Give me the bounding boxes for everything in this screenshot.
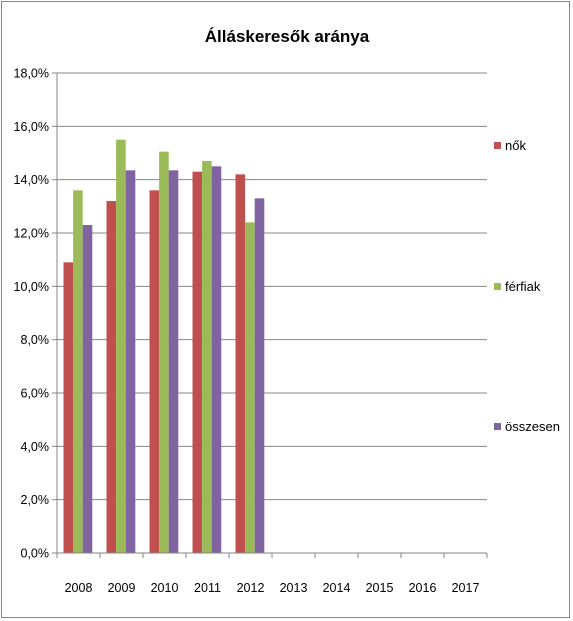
- bar: [211, 166, 222, 554]
- bar: [159, 151, 169, 553]
- x-tick-label: 2014: [323, 581, 351, 595]
- bars: [63, 139, 265, 554]
- bar: [149, 190, 160, 554]
- bar: [168, 170, 179, 554]
- legend: nők férfiak összesen: [494, 138, 560, 434]
- y-tick-label: 6,0%: [21, 387, 50, 401]
- chart-title: Álláskeresők aránya: [205, 27, 370, 46]
- x-tick-label: 2013: [280, 581, 308, 595]
- x-tick-label: 2010: [151, 581, 179, 595]
- y-tick-label: 10,0%: [14, 280, 49, 294]
- x-tick-label: 2012: [237, 581, 265, 595]
- bar: [73, 190, 83, 554]
- bar: [235, 174, 246, 554]
- x-tick-label: 2015: [366, 581, 394, 595]
- y-tick-label: 14,0%: [14, 173, 49, 187]
- bar: [106, 201, 117, 553]
- legend-swatch: [494, 423, 501, 430]
- bar: [202, 161, 212, 553]
- y-tick-label: 12,0%: [14, 227, 49, 241]
- bar: [63, 262, 74, 553]
- legend-swatch: [494, 142, 501, 149]
- bar: [82, 225, 93, 553]
- legend-swatch: [494, 283, 501, 290]
- x-tick-label: 2009: [108, 581, 136, 595]
- x-axis-ticks: 2008 2009 2010 2011 2012 2013 2014 2015 2016 2017: [56, 553, 488, 595]
- y-tick-label: 18,0%: [14, 67, 49, 81]
- bar: [254, 198, 265, 554]
- x-tick-label: 2011: [194, 581, 221, 595]
- bar: [125, 170, 136, 554]
- y-tick-label: 0,0%: [21, 547, 50, 561]
- legend-label: nők: [505, 138, 526, 153]
- x-tick-label: 2016: [409, 581, 437, 595]
- y-tick-label: 4,0%: [21, 440, 50, 454]
- y-tick-label: 8,0%: [21, 333, 50, 347]
- legend-label: férfiak: [505, 279, 541, 294]
- bar: [245, 222, 255, 554]
- legend-label: összesen: [505, 419, 560, 434]
- y-tick-label: 16,0%: [14, 120, 49, 134]
- y-axis-ticks: 0,0% 2,0% 4,0% 6,0% 8,0% 10,0% 12,0% 14,0% 16,0%…: [14, 67, 57, 561]
- x-tick-label: 2017: [452, 581, 480, 595]
- y-tick-label: 2,0%: [21, 493, 50, 507]
- x-tick-label: 2008: [65, 581, 93, 595]
- bar: [192, 171, 203, 553]
- bar: [116, 139, 126, 553]
